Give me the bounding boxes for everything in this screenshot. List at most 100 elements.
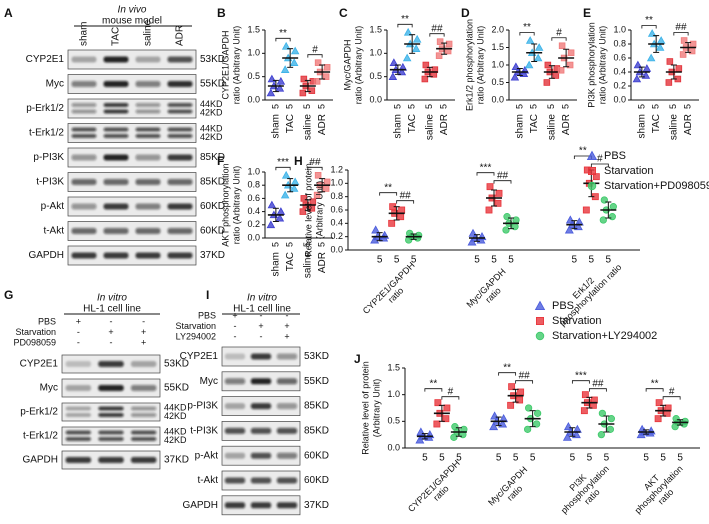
band: [224, 378, 246, 385]
band: [167, 179, 193, 185]
point: [598, 409, 607, 417]
band: [103, 103, 129, 107]
y-tick-label: 0.0: [369, 94, 382, 104]
treatment-sign: -: [234, 321, 237, 331]
y-tick-label: 2.0: [491, 24, 504, 34]
legend-label: Starvation: [604, 165, 654, 177]
n-label: 5: [496, 453, 502, 464]
significance-label: #: [597, 154, 603, 165]
band: [167, 203, 193, 210]
y-tick-label: 0.8: [330, 191, 343, 201]
significance-label: ##: [519, 370, 531, 381]
band: [135, 127, 161, 132]
kd-label: 44KD: [200, 99, 223, 109]
treatment-sign: +: [284, 321, 289, 331]
kd-label: 85KD: [200, 177, 225, 188]
band: [135, 203, 161, 210]
y-tick-label: 1.2: [330, 164, 343, 174]
kd-label: 85KD: [200, 152, 225, 163]
significance-label: ***: [480, 162, 492, 173]
point: [388, 219, 396, 227]
significance-bracket: [571, 380, 590, 384]
kd-label: 60KD: [304, 450, 329, 461]
y-axis-label: Relative level of protein: [303, 163, 313, 257]
band: [276, 378, 298, 385]
y-tick-label: 0.5: [491, 77, 504, 87]
kd-label: 42KD: [200, 107, 223, 117]
band: [71, 127, 97, 132]
point: [267, 74, 277, 83]
n-label: 5: [589, 255, 595, 266]
y-tick-label: 0.0: [247, 94, 260, 104]
band: [98, 437, 124, 441]
band: [135, 81, 161, 87]
point: [314, 172, 322, 179]
n-label: 5: [392, 104, 402, 109]
band: [276, 477, 298, 484]
treatment-sign: -: [260, 331, 263, 341]
point: [275, 83, 285, 92]
point: [523, 425, 532, 433]
y-tick-label: 0.2: [330, 231, 343, 241]
n-label: 5: [424, 104, 434, 109]
protein-label: GAPDH: [182, 500, 218, 511]
significance-bracket: [424, 388, 443, 392]
n-label: 5: [546, 104, 556, 109]
point: [543, 79, 551, 86]
band: [167, 103, 193, 107]
y-tick-label: 1.0: [330, 178, 343, 188]
blot-strip: [67, 74, 197, 94]
x-tick-label: phosphorylation: [559, 464, 611, 516]
point: [308, 87, 316, 94]
kd-label: 85KD: [304, 401, 329, 412]
n-label: 5: [407, 104, 417, 109]
x-tick-label: CYP2E1/GAPDH: [406, 458, 462, 514]
point: [563, 422, 573, 431]
point: [562, 432, 572, 441]
point: [435, 52, 443, 59]
point: [403, 27, 413, 36]
point: [679, 51, 687, 58]
point: [313, 78, 321, 85]
point: [517, 388, 525, 396]
treatment-label: LY294002: [176, 331, 216, 341]
n-label: 5: [651, 104, 661, 109]
y-tick-label: 0.0: [613, 94, 626, 104]
point: [672, 415, 680, 423]
n-label: 5: [270, 242, 280, 247]
significance-label: **: [651, 378, 659, 389]
blot-header: In vitro: [247, 293, 277, 304]
band: [65, 361, 92, 367]
y-tick-label: 0.8: [613, 38, 626, 48]
point: [323, 64, 331, 71]
significance-bracket: [275, 166, 291, 171]
significance-label: ##: [592, 378, 604, 389]
kd-label: 37KD: [164, 455, 189, 466]
y-axis-label: ratio (Arbitrary Unit): [231, 26, 241, 105]
legend-label: PBS: [604, 150, 626, 162]
point: [524, 60, 534, 69]
band: [276, 502, 298, 509]
band: [65, 437, 92, 441]
point: [412, 34, 422, 43]
point: [533, 409, 542, 417]
significance-label: **: [429, 378, 437, 389]
significance-label: #: [556, 27, 562, 38]
band: [98, 406, 124, 411]
band: [276, 427, 298, 434]
band: [65, 430, 92, 435]
point: [397, 67, 407, 76]
n-label: 5: [560, 104, 570, 109]
band: [135, 252, 161, 259]
point: [558, 42, 566, 50]
point: [313, 191, 321, 199]
significance-bracket: [396, 200, 415, 204]
band: [276, 452, 298, 459]
n-label: 5: [316, 242, 326, 247]
band: [135, 134, 161, 138]
kd-label: 44KD: [200, 123, 223, 133]
significance-label: **: [503, 362, 511, 373]
significance-bracket: [476, 172, 495, 176]
band: [167, 228, 193, 234]
